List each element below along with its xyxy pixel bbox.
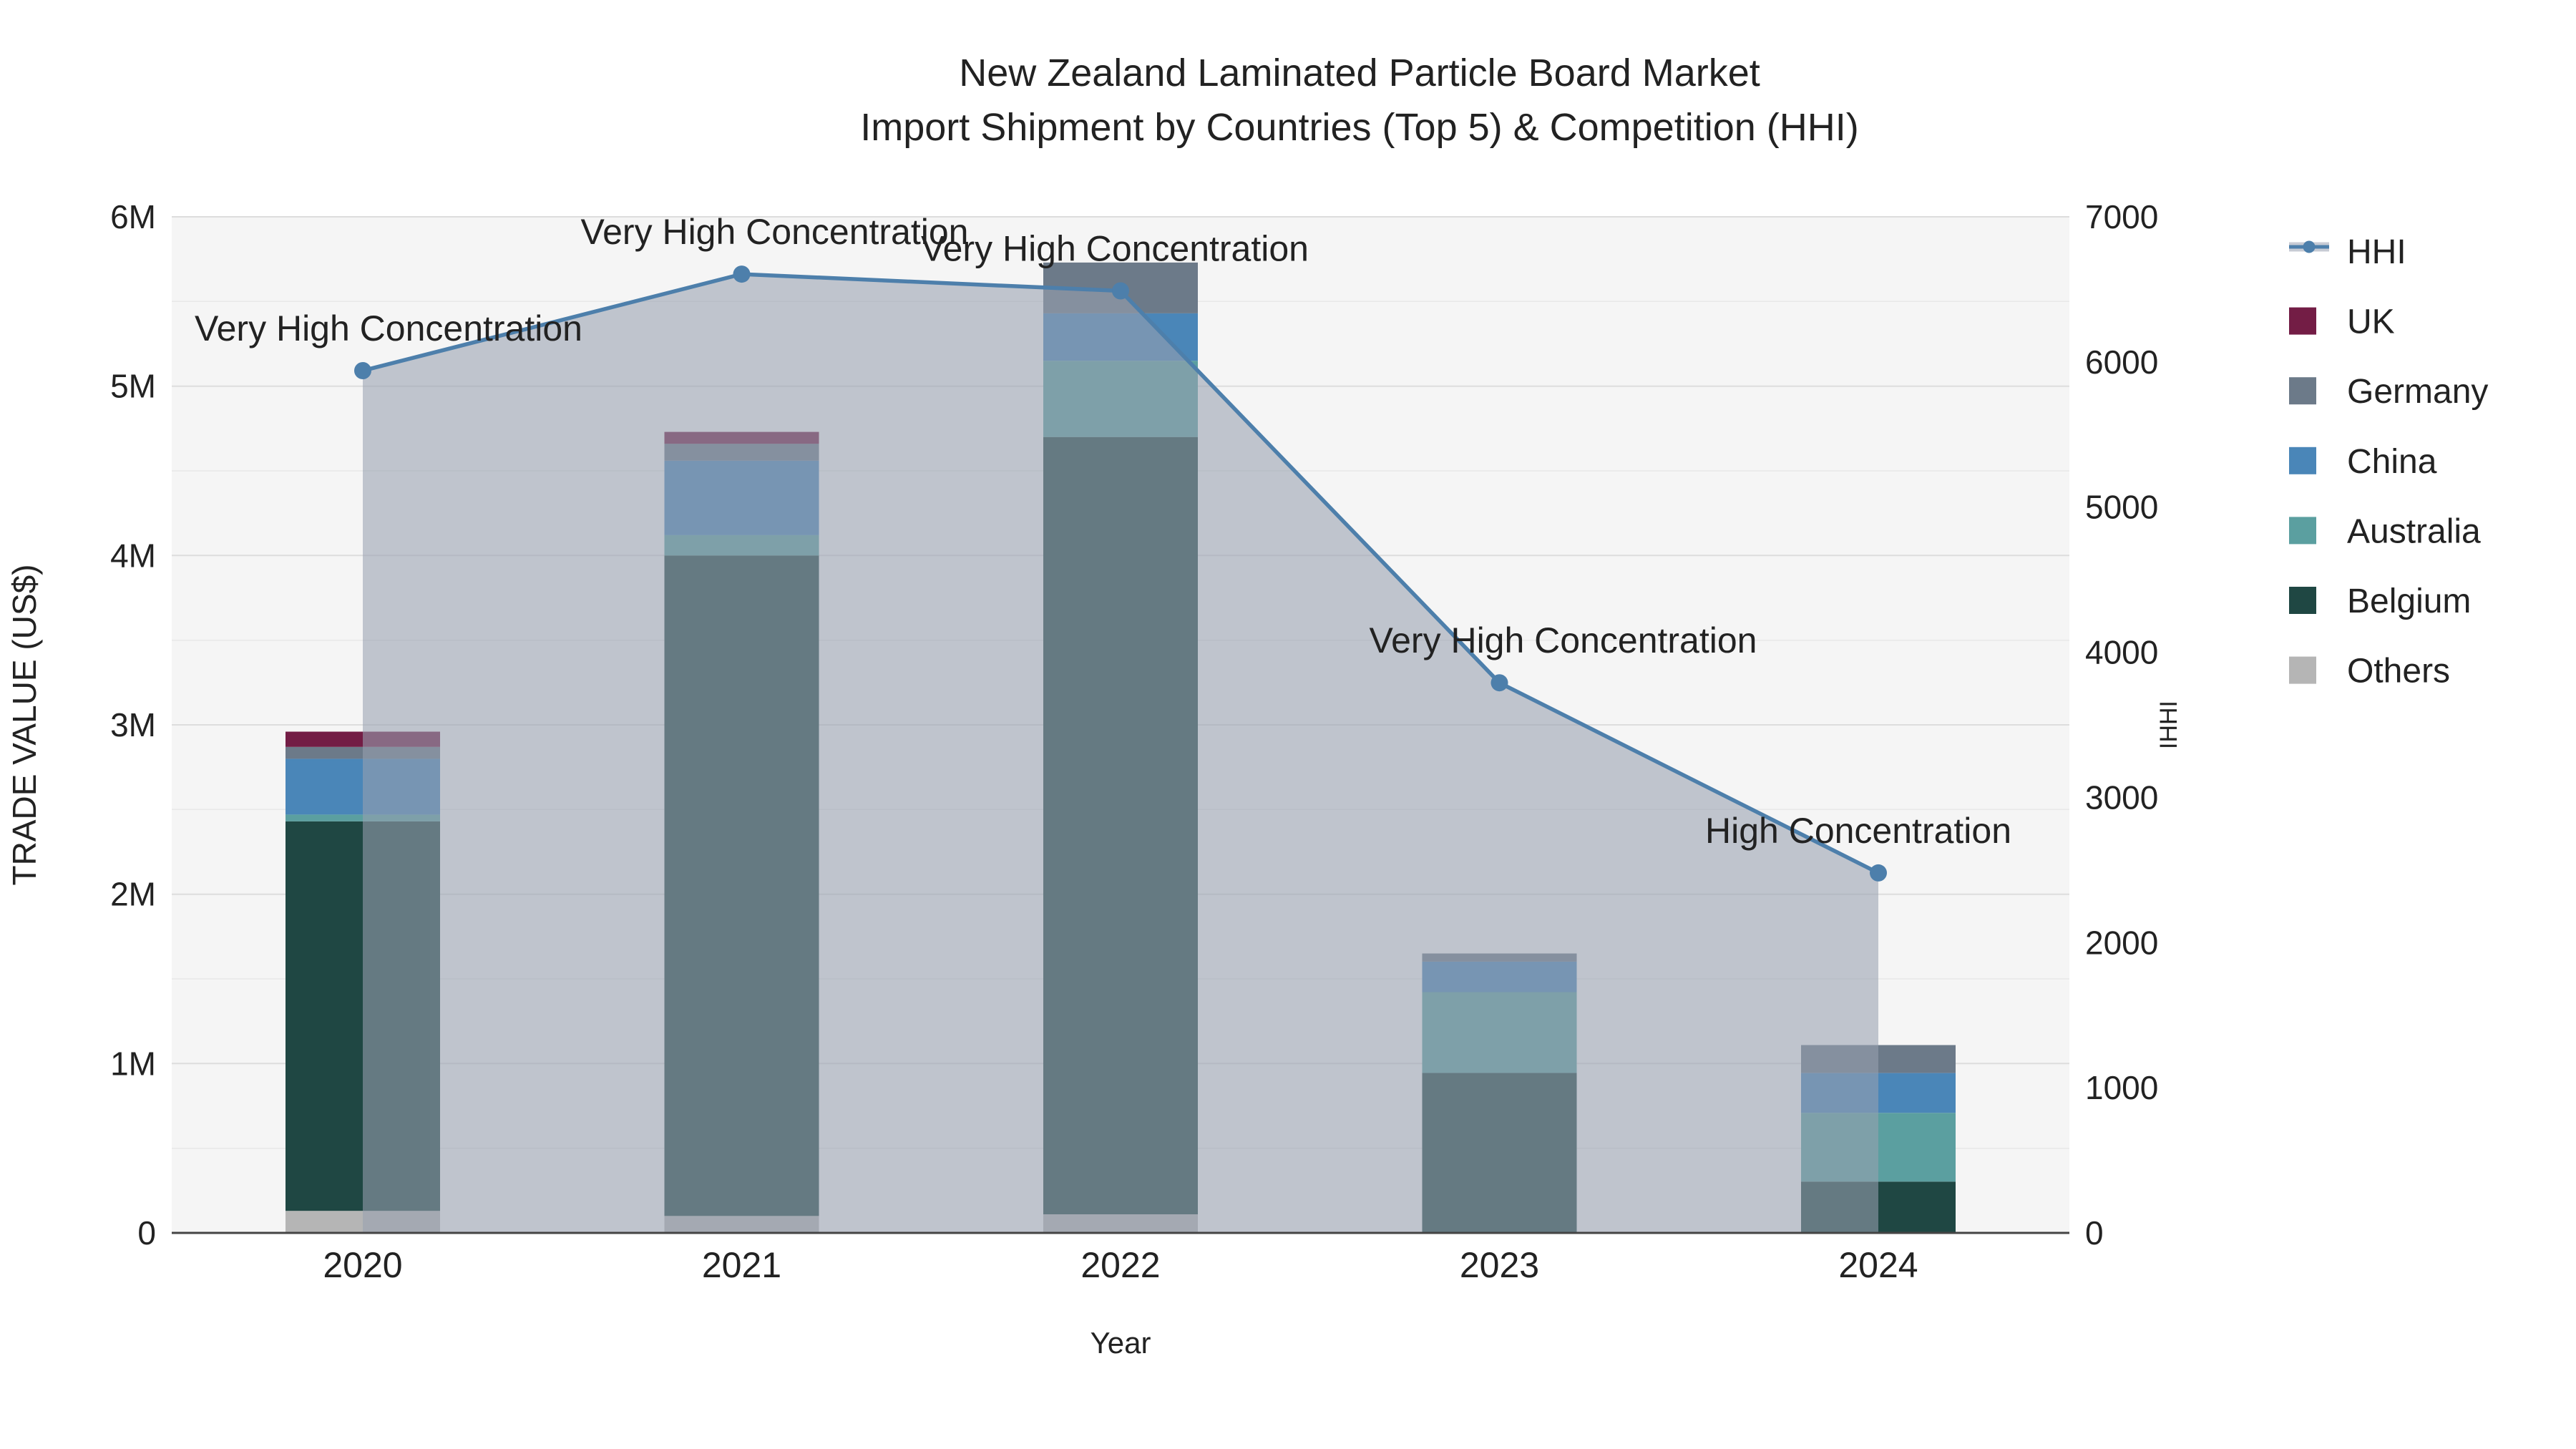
svg-text:5000: 5000 <box>2085 489 2158 526</box>
svg-text:6M: 6M <box>110 198 156 235</box>
svg-text:2024: 2024 <box>1838 1245 1918 1285</box>
svg-text:IHHI: IHHI <box>2155 701 2182 749</box>
svg-text:2000: 2000 <box>2085 924 2158 961</box>
svg-text:TRADE VALUE (US$): TRADE VALUE (US$) <box>6 564 43 885</box>
svg-text:2022: 2022 <box>1080 1245 1160 1285</box>
svg-text:0: 0 <box>137 1214 156 1252</box>
svg-text:Very High Concentration: Very High Concentration <box>195 308 582 348</box>
svg-text:Year: Year <box>1091 1326 1151 1360</box>
svg-text:Import Shipment by Countries (: Import Shipment by Countries (Top 5) & C… <box>860 106 1859 149</box>
svg-text:Very High Concentration: Very High Concentration <box>921 229 1309 269</box>
svg-text:5M: 5M <box>110 368 156 405</box>
svg-text:2021: 2021 <box>702 1245 781 1285</box>
svg-text:Very High Concentration: Very High Concentration <box>581 212 969 252</box>
svg-text:China: China <box>2347 443 2437 481</box>
svg-text:2023: 2023 <box>1460 1245 1539 1285</box>
svg-text:HHI: HHI <box>2347 233 2406 271</box>
svg-text:0: 0 <box>2085 1214 2104 1252</box>
svg-text:4000: 4000 <box>2085 634 2158 671</box>
svg-text:3M: 3M <box>110 706 156 743</box>
svg-text:2M: 2M <box>110 876 156 913</box>
svg-text:7000: 7000 <box>2085 198 2158 235</box>
svg-text:1000: 1000 <box>2085 1069 2158 1106</box>
svg-text:Germany: Germany <box>2347 373 2488 411</box>
svg-text:3000: 3000 <box>2085 779 2158 816</box>
svg-text:1M: 1M <box>110 1045 156 1082</box>
svg-text:Very High Concentration: Very High Concentration <box>1370 620 1757 660</box>
svg-text:6000: 6000 <box>2085 343 2158 381</box>
svg-text:Others: Others <box>2347 653 2450 691</box>
svg-text:Australia: Australia <box>2347 512 2481 550</box>
svg-text:UK: UK <box>2347 303 2395 341</box>
svg-text:High Concentration: High Concentration <box>1705 811 2011 851</box>
svg-text:2020: 2020 <box>323 1245 402 1285</box>
svg-text:New Zealand Laminated Particle: New Zealand Laminated Particle Board Mar… <box>959 52 1760 94</box>
svg-text:4M: 4M <box>110 537 156 574</box>
svg-text:Belgium: Belgium <box>2347 582 2471 620</box>
